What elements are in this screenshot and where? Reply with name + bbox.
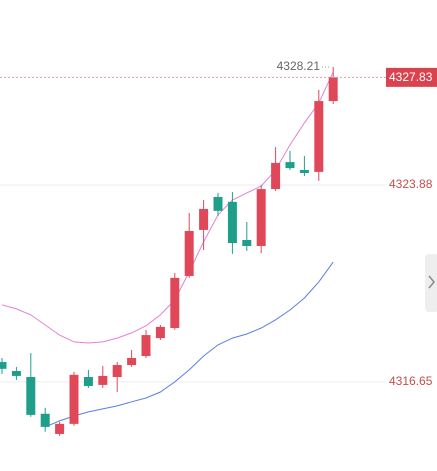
last-price-label: 4327.83 [389, 70, 433, 84]
candle-body [227, 201, 237, 243]
candle-body [213, 196, 223, 211]
candle-body [314, 101, 324, 172]
side-tab[interactable] [425, 254, 437, 312]
candle-body [256, 189, 266, 246]
candle-body [271, 162, 281, 190]
collapse-tab[interactable] [425, 254, 437, 312]
band-line [45, 261, 334, 428]
candle-body [40, 413, 50, 427]
candle-body [11, 371, 21, 376]
y-tick-label: 4323.88 [389, 177, 433, 191]
candle-body [83, 377, 93, 387]
candle-body [141, 335, 151, 357]
candle-body [155, 326, 165, 339]
candle-body [328, 77, 338, 102]
candle-body [299, 169, 309, 173]
band-line [1, 71, 334, 344]
candle-body [69, 374, 79, 424]
candle-body [285, 162, 295, 169]
candle-body [26, 377, 36, 415]
candle-body [55, 423, 65, 434]
candle-body [199, 208, 209, 230]
candle-body [98, 375, 108, 385]
candle-body [0, 362, 7, 369]
candle-body [112, 365, 122, 378]
y-tick-label: 4316.65 [389, 374, 433, 388]
candle-body [242, 239, 252, 246]
candle-body [127, 357, 137, 366]
high-annotation: 4328.21 [277, 59, 321, 73]
candle-body [184, 231, 194, 276]
chevron-icon [428, 275, 435, 289]
candle-body [170, 277, 180, 328]
last-price-box [386, 67, 437, 87]
